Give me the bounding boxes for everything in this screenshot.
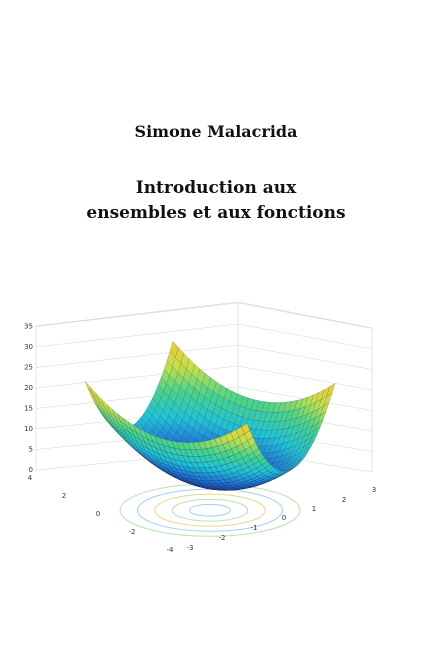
contour-ring bbox=[171, 498, 249, 522]
surface-patch bbox=[84, 381, 94, 395]
title-line-2: ensembles et aux fonctions bbox=[86, 203, 346, 223]
z-tick-label: 5 bbox=[29, 446, 33, 454]
y-tick-label: -2 bbox=[129, 528, 136, 536]
z-tick-label: 25 bbox=[24, 364, 33, 372]
wall-gridline-right bbox=[237, 302, 373, 329]
y-tick-label: 2 bbox=[62, 492, 66, 500]
contour-ring bbox=[119, 483, 301, 537]
wall-gridline-right bbox=[237, 323, 373, 350]
wall-gridline-right bbox=[237, 365, 373, 391]
contour-ring bbox=[189, 503, 231, 517]
author-name: Simone Malacrida bbox=[134, 122, 298, 141]
grid-walls bbox=[35, 301, 373, 472]
x-tick-label: 3 bbox=[372, 486, 376, 494]
surface-mesh bbox=[84, 340, 336, 491]
z-axis-ticks: 0 5 10 15 20 25 30 35 bbox=[24, 323, 33, 475]
z-tick-label: 15 bbox=[24, 405, 33, 413]
z-tick-label: 20 bbox=[24, 384, 33, 392]
wall-gridline-left bbox=[35, 323, 239, 348]
z-tick-label: 0 bbox=[29, 466, 33, 474]
wall-gridline-left bbox=[35, 302, 239, 327]
wall-gridline-left bbox=[35, 365, 239, 389]
x-tick-label: 1 bbox=[312, 505, 316, 513]
contour-ring bbox=[154, 493, 266, 527]
contour-ring bbox=[137, 488, 283, 532]
wall-gridline-left bbox=[35, 344, 239, 368]
z-tick-label: 10 bbox=[24, 425, 33, 433]
title-line-1: Introduction aux bbox=[135, 178, 297, 198]
z-tick-label: 30 bbox=[24, 343, 33, 351]
z-tick-label: 35 bbox=[24, 323, 33, 331]
x-axis-ticks: -3 -2 -1 0 1 2 3 bbox=[187, 486, 377, 552]
surface-patch bbox=[241, 423, 251, 435]
x-tick-label: 0 bbox=[282, 514, 286, 522]
y-tick-label: -4 bbox=[167, 546, 175, 554]
y-tick-label: 0 bbox=[96, 510, 100, 518]
x-tick-label: -1 bbox=[251, 524, 258, 532]
wall-gridline-right bbox=[237, 344, 373, 370]
x-tick-label: -3 bbox=[187, 544, 194, 552]
floor-contours bbox=[119, 483, 301, 537]
x-tick-label: -2 bbox=[219, 534, 226, 542]
book-title: Introduction aux ensembles et aux foncti… bbox=[0, 176, 432, 226]
x-tick-label: 2 bbox=[342, 496, 346, 504]
y-axis-ticks: 4 2 0 -2 -4 bbox=[28, 474, 174, 554]
y-tick-label: 4 bbox=[28, 474, 33, 482]
